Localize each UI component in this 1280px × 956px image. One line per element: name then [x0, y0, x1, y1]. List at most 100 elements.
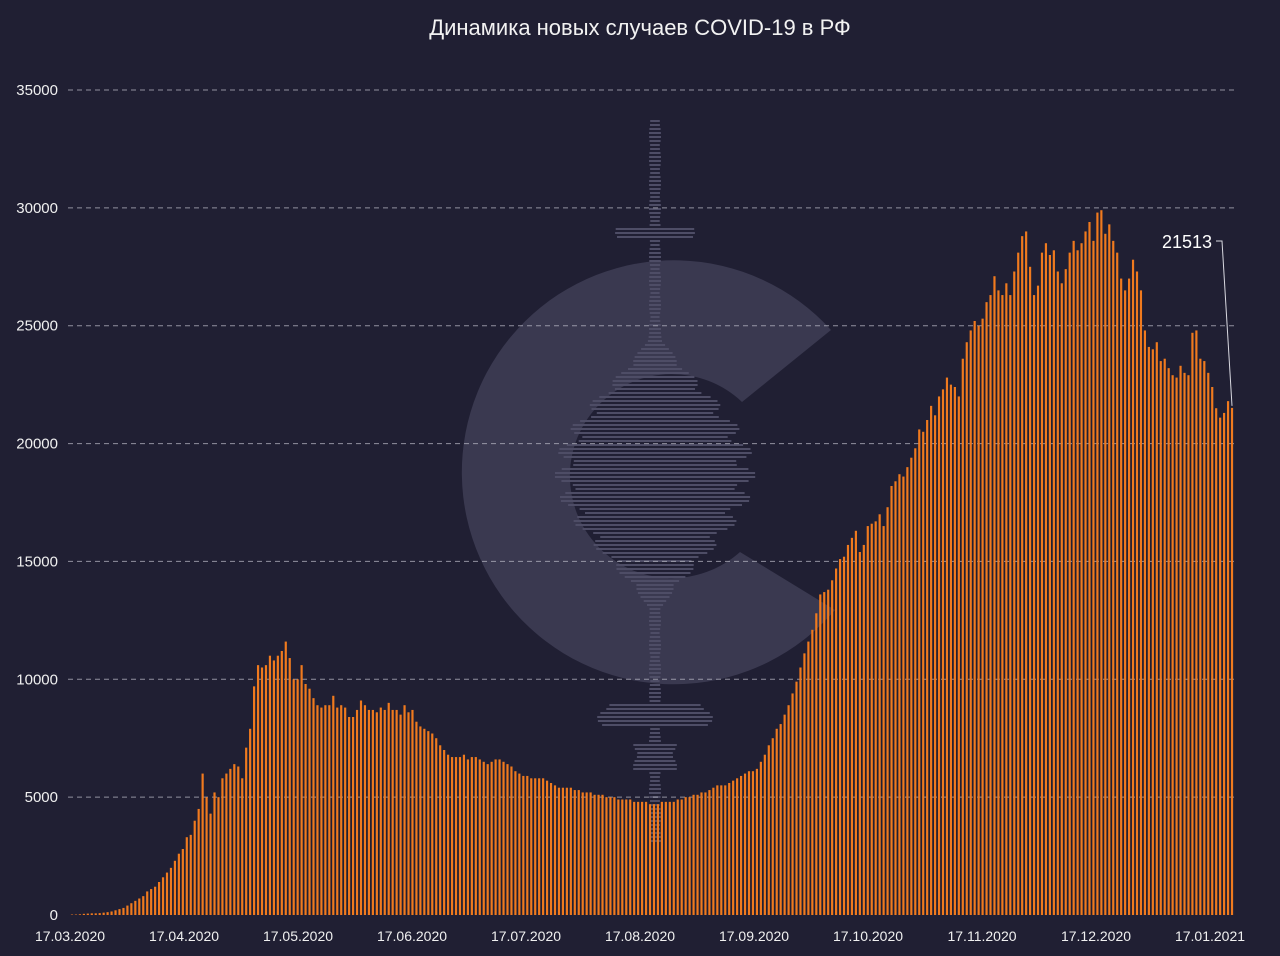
watermark-wave-line	[585, 512, 725, 514]
bar	[328, 705, 331, 915]
watermark-wave-line	[637, 352, 673, 354]
watermark-wave-line	[644, 344, 666, 346]
y-tick-label: 35000	[16, 82, 58, 99]
bar	[423, 728, 426, 915]
watermark-wave-line	[591, 416, 719, 418]
watermark-wave-line	[650, 196, 660, 198]
bar	[577, 790, 580, 915]
watermark-wave-line	[575, 488, 735, 490]
watermark-wave-line	[597, 720, 713, 722]
watermark-wave-line	[615, 376, 695, 378]
bar	[157, 882, 161, 915]
bar	[1112, 240, 1115, 916]
bar	[348, 717, 351, 915]
bar	[1009, 295, 1012, 915]
bar	[862, 544, 865, 915]
bar	[126, 905, 129, 915]
watermark-wave-line	[636, 756, 673, 758]
bar	[498, 759, 501, 915]
watermark-wave-line	[649, 792, 661, 794]
bar	[882, 526, 885, 915]
bar	[910, 457, 913, 915]
bar	[241, 778, 244, 915]
bar	[1195, 330, 1198, 915]
bar	[949, 384, 953, 915]
bar	[720, 785, 723, 915]
bar	[565, 787, 568, 915]
bar	[771, 738, 774, 915]
bar	[1072, 240, 1075, 916]
bar	[1092, 240, 1095, 916]
watermark-wave-line	[596, 548, 714, 550]
bar	[534, 778, 537, 915]
bar	[664, 801, 667, 915]
bar	[783, 714, 786, 915]
x-tick-label: 17.12.2020	[1061, 928, 1131, 944]
watermark-wave-line	[628, 368, 683, 370]
watermark-wave-line	[565, 492, 745, 494]
bar	[815, 613, 818, 915]
bar	[736, 778, 739, 915]
watermark-wave-line	[649, 684, 661, 686]
bar	[597, 794, 600, 915]
watermark-wave-line	[575, 524, 735, 526]
watermark-wave-line	[649, 284, 661, 286]
bar	[1013, 271, 1016, 915]
watermark-wave-line	[649, 304, 661, 306]
bar	[142, 896, 145, 915]
bar	[359, 700, 363, 915]
watermark-wave-line	[650, 780, 660, 782]
bar	[439, 745, 442, 915]
watermark-wave-line	[559, 448, 751, 450]
bar	[538, 778, 541, 915]
watermark-wave-line	[615, 228, 695, 230]
watermark-wave-line	[650, 292, 660, 294]
y-tick-label: 20000	[16, 436, 58, 453]
bar	[90, 913, 93, 915]
bar	[838, 559, 842, 915]
bar	[213, 792, 216, 915]
bar	[1116, 252, 1119, 915]
bar	[573, 790, 576, 915]
bar	[138, 898, 141, 915]
bar	[78, 914, 81, 915]
bar	[185, 837, 188, 915]
bar	[1191, 332, 1194, 915]
bar	[268, 655, 272, 915]
bar	[1001, 295, 1004, 915]
watermark-wave-line	[650, 732, 660, 734]
bar	[973, 321, 976, 915]
bar	[189, 834, 192, 915]
watermark-wave-line	[649, 696, 661, 698]
watermark-wave-line	[649, 204, 661, 206]
bar	[1052, 250, 1055, 916]
bar	[98, 913, 101, 915]
watermark-wave-line	[649, 208, 661, 210]
watermark-wave-line	[609, 704, 701, 706]
watermark-wave-line	[593, 544, 717, 546]
watermark-wave-line	[649, 736, 661, 738]
bar	[652, 804, 656, 915]
bar	[644, 801, 648, 915]
watermark-wave-line	[649, 648, 661, 650]
watermark-wave-line	[649, 740, 661, 742]
bar	[676, 799, 679, 915]
watermark-wave-line	[649, 788, 661, 790]
bar	[708, 790, 711, 915]
watermark-wave-line	[649, 152, 661, 154]
bar	[957, 396, 960, 915]
watermark-wave-line	[647, 340, 662, 342]
watermark-wave-line	[649, 308, 661, 310]
bar	[292, 679, 295, 915]
bar	[1048, 255, 1051, 915]
watermark-wave-line	[650, 168, 660, 170]
bar	[1219, 417, 1222, 915]
watermark-wave-line	[649, 224, 661, 226]
bar	[918, 429, 921, 915]
bar	[118, 909, 121, 915]
bar	[743, 773, 747, 915]
bar	[443, 750, 446, 915]
watermark-wave-line	[643, 600, 667, 602]
bar	[1215, 408, 1218, 915]
watermark-wave-line	[577, 516, 733, 518]
